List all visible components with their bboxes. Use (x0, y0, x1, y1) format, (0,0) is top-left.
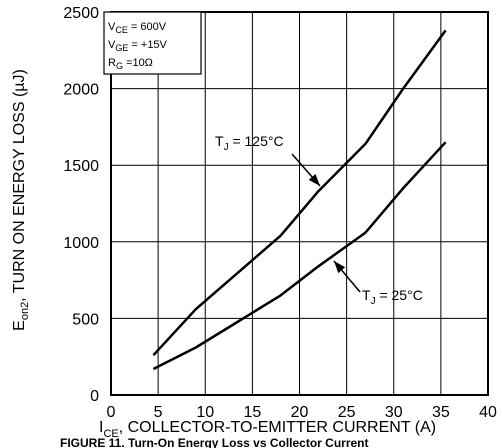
tick-labels: 0 5 10 15 20 25 30 35 40 0 500 1000 1500 2000 2500 (63, 5, 497, 421)
y-tick-label-4: 2000 (63, 82, 99, 99)
plot-frame (110, 11, 489, 396)
x-tick-label-8: 40 (479, 404, 497, 421)
figure-caption: FIGURE 11. Turn-On Energy Loss vs Collec… (60, 436, 369, 448)
x-tick-label-5: 25 (338, 404, 356, 421)
series-arrows (291, 153, 361, 293)
x-tick-label-2: 10 (196, 404, 214, 421)
y-tick-label-2: 1000 (63, 235, 99, 252)
condition-rg: RG =10Ω (108, 57, 153, 71)
condition-vce: VCE = 600V (108, 21, 167, 35)
y-tick-label-0: 0 (90, 388, 99, 405)
y-axis-label: Eon2, TURN ON ENERGY LOSS (µJ) (11, 69, 31, 331)
series-line-1 (152, 141, 447, 371)
x-tick-label-6: 30 (385, 404, 403, 421)
x-tick-label-7: 35 (432, 404, 450, 421)
arrow-125c-head (308, 174, 320, 186)
x-tick-label-1: 5 (154, 404, 163, 421)
x-tick-label-0: 0 (107, 404, 116, 421)
condition-vge: VGE = +15V (108, 39, 168, 53)
conditions-box-frame (103, 11, 202, 75)
series-line-0 (152, 29, 447, 357)
arrow-25c-head (334, 261, 346, 274)
x-axis-label: ICE, COLLECTOR-TO-EMITTER CURRENT (A) (99, 419, 436, 440)
x-tick-label-4: 20 (291, 404, 309, 421)
series-label-25c: TJ = 25°C (362, 287, 423, 307)
conditions-box: VCE = 600V VGE = +15V RG =10Ω (103, 11, 202, 75)
y-tick-label-1: 500 (72, 311, 99, 328)
series-label-125c: TJ = 125°C (215, 133, 284, 153)
x-tick-label-3: 15 (243, 404, 261, 421)
y-tick-label-5: 2500 (63, 5, 99, 22)
series-layer (152, 29, 447, 371)
y-tick-label-3: 1500 (63, 158, 99, 175)
